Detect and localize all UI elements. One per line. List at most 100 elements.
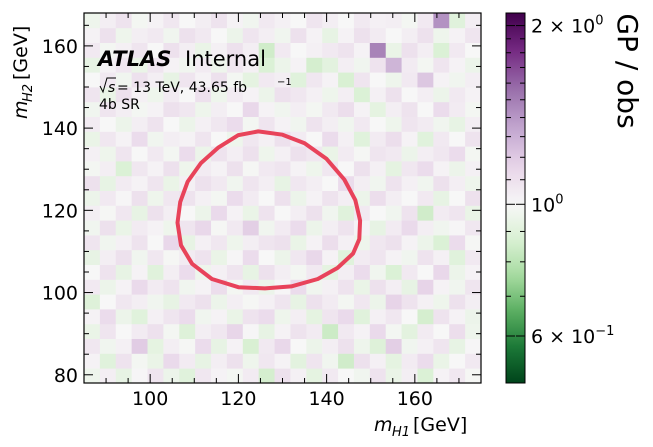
heatmap-cell [306,161,323,177]
heatmap-cell [242,13,260,14]
heatmap-cell [385,264,402,280]
heatmap-cell [226,368,244,383]
heatmap-cell [338,146,355,162]
heatmap-cell [226,309,244,325]
heatmap-cell [306,294,323,310]
heatmap-cell [322,57,339,73]
heatmap-cell [147,309,164,325]
heatmap-cell [147,57,164,73]
heatmap-cell [258,309,275,325]
heatmap-cell [290,249,307,265]
heatmap-cell [369,116,387,132]
heatmap-cell [211,27,228,43]
heatmap-cell [449,323,466,339]
heatmap-cell [163,220,180,236]
heatmap-cell [84,72,101,88]
heatmap-cell [99,116,117,132]
colorbar [506,13,525,383]
heatmap-cell [131,175,148,191]
heatmap-cell [179,42,196,58]
heatmap-cell [465,220,481,236]
heatmap-cell [306,42,323,58]
heatmap-cell [369,205,387,221]
heatmap-cell [322,175,339,191]
heatmap-cell [338,235,355,251]
heatmap-cell [449,13,466,29]
heatmap-cell [147,190,164,206]
heatmap-cell [338,368,355,383]
heatmap-cell [306,264,323,280]
heatmap-cell [401,220,418,236]
heatmap-cell [417,264,434,280]
heatmap-cell [433,27,450,43]
heatmap-cell [211,101,228,117]
heatmap-cell [131,87,148,103]
heatmap-cell [242,190,260,206]
heatmap-cell [274,72,291,88]
heatmap-cell [306,249,323,265]
heatmap-cell [417,57,434,73]
heatmap-cell [258,27,275,43]
heatmap-cell [290,42,307,58]
heatmap-cell [306,27,323,43]
heatmap-cell [226,27,244,43]
heatmap-cell [401,13,418,14]
heatmap-cell [211,13,228,14]
heatmap-cell [322,309,339,325]
heatmap-cell [465,175,481,191]
heatmap-cell [306,323,323,339]
heatmap-cell [147,294,164,310]
heatmap-cell [147,249,164,265]
heatmap-cell [306,353,323,369]
signal-region-contour [175,129,363,291]
heatmap-cell [353,338,371,354]
heatmap-cell [353,309,371,325]
heatmap-cell [226,220,244,236]
heatmap-cells [84,13,481,383]
heatmap-cell [417,338,434,354]
heatmap-cell [84,279,101,295]
heatmap-cell [115,72,133,88]
heatmap-cell [179,13,196,29]
heatmap-cell [306,235,323,251]
heatmap-cell [290,205,307,221]
heatmap-cell [115,101,133,117]
heatmap-cell [401,57,418,73]
heatmap-cell [131,42,148,58]
heatmap-cell [353,27,371,43]
heatmap-cell [369,161,387,177]
heatmap-cell [385,205,402,221]
heatmap-cell [290,161,307,177]
heatmap-cell [226,205,244,221]
heatmap-cell [131,294,148,310]
heatmap-cell [385,13,402,14]
heatmap-cell [465,294,481,310]
heatmap-cell [433,13,450,29]
heatmap-cell [306,190,323,206]
heatmap-cell [449,116,466,132]
energy-label: s = 13 TeV, 43.65 fb −1 [99,77,292,96]
heatmap-cell [322,249,339,265]
heatmap-cell [115,57,133,73]
heatmap-cell [226,175,244,191]
heatmap-cell [226,146,244,162]
heatmap-cell [449,101,466,117]
heatmap-cell [163,131,180,147]
heatmap-cell [369,190,387,206]
x-axis-label-unit: [GeV] [413,414,467,436]
heatmap-cell [433,249,450,265]
heatmap-cell [433,13,450,14]
colorbar-tick-label: 2 × 100 [531,14,604,38]
heatmap-cell [242,309,260,325]
heatmap-cell [274,87,291,103]
heatmap-cell [115,368,133,383]
heatmap-cell [195,190,212,206]
heatmap-cell [322,368,339,383]
x-axis-label-var: m [374,414,393,436]
heatmap-cell [433,87,450,103]
heatmap-cell [401,249,418,265]
heatmap-cell [385,309,402,325]
heatmap-cell [385,353,402,369]
heatmap-cell [322,116,339,132]
heatmap-cell [338,161,355,177]
